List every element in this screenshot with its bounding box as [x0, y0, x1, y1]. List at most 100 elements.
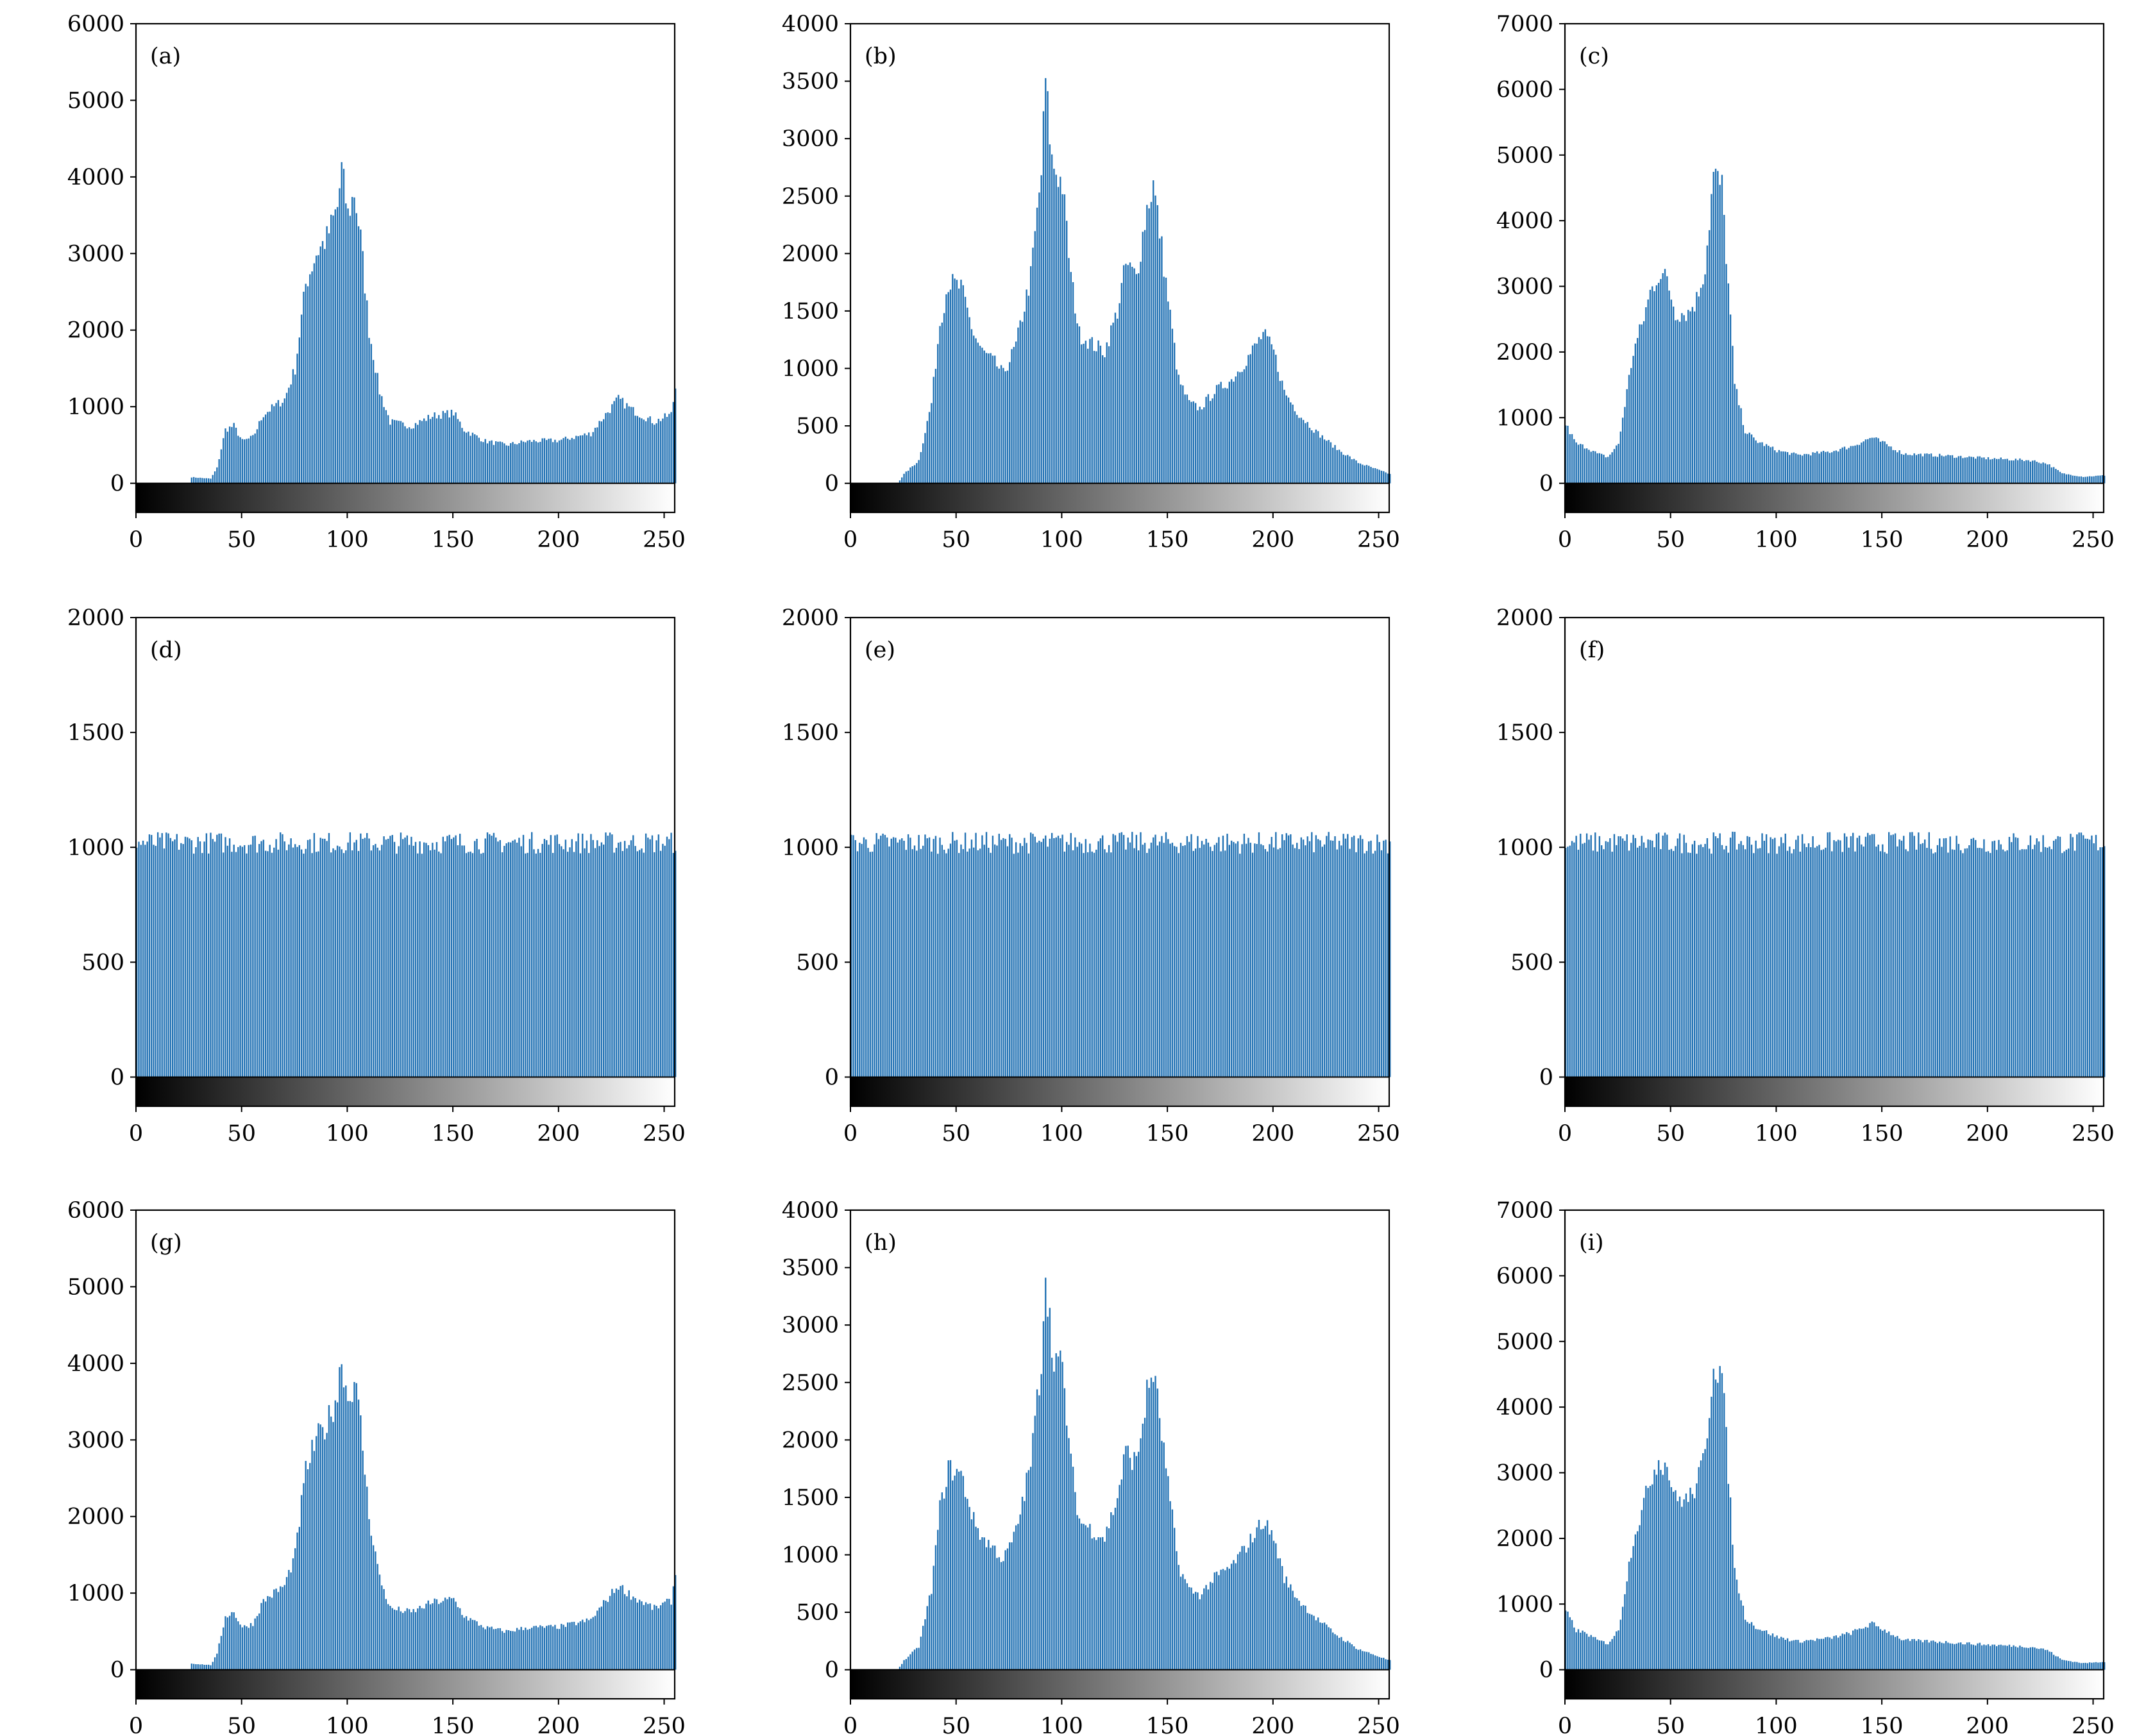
histogram-bar — [981, 1537, 983, 1670]
histogram-bar — [564, 436, 567, 484]
histogram-bar — [1070, 272, 1072, 484]
histogram-bar — [332, 848, 334, 1077]
histogram-bar — [916, 850, 918, 1077]
histogram-bar — [1714, 1379, 1717, 1670]
histogram-bar — [482, 442, 484, 484]
y-tick-label: 6000 — [1496, 1263, 1553, 1289]
histogram-bar — [1736, 849, 1738, 1077]
x-tick-label: 250 — [1357, 1714, 1400, 1736]
histogram-bar — [429, 419, 432, 484]
histogram-bar — [347, 1401, 349, 1670]
histogram-bar — [2008, 837, 2011, 1077]
histogram-bar — [1163, 843, 1165, 1077]
histogram-bar — [501, 1631, 503, 1670]
histogram-bar — [1709, 848, 1711, 1077]
histogram-bar — [264, 414, 267, 484]
x-tick-label: 50 — [1656, 1121, 1685, 1147]
histogram-bar — [1215, 1571, 1218, 1670]
histogram-bar — [1657, 832, 1660, 1077]
histogram-bar — [364, 838, 366, 1077]
histogram-bar — [1302, 419, 1305, 484]
histogram-bar — [1573, 1627, 1575, 1670]
histogram-bar — [582, 1619, 584, 1670]
histogram-bar — [1249, 1533, 1251, 1670]
histogram-bar — [1156, 205, 1159, 484]
histogram-bar — [375, 373, 376, 484]
histogram-bar — [1934, 852, 1936, 1077]
histogram-bar — [630, 840, 632, 1077]
histogram-bar — [1093, 1537, 1095, 1670]
histogram-bar — [1086, 348, 1089, 484]
histogram-bar — [465, 1616, 468, 1670]
y-tick-label: 1500 — [782, 299, 839, 324]
histogram-bar — [2038, 841, 2040, 1077]
histogram-bar — [459, 834, 461, 1077]
panel-label: (f) — [1579, 637, 1605, 663]
histogram-bar — [992, 1545, 994, 1670]
histogram-bar — [573, 852, 575, 1077]
histogram-bar — [911, 1651, 913, 1670]
histogram-bar — [1222, 1569, 1224, 1670]
histogram-bar — [1789, 1641, 1791, 1670]
histogram-bar — [355, 839, 357, 1077]
histogram-bar — [435, 1599, 438, 1670]
histogram-bar — [2086, 476, 2089, 484]
histogram-bar — [429, 1604, 432, 1670]
histogram-bar — [899, 1666, 901, 1670]
histogram-bar — [850, 834, 852, 1077]
histogram-bar — [1190, 401, 1192, 484]
histogram-bar — [1750, 434, 1753, 484]
histogram-bar — [1125, 264, 1127, 484]
histogram-bar — [590, 436, 592, 484]
histogram-bar — [1966, 1642, 1968, 1670]
histogram-bar — [567, 852, 569, 1077]
histogram-bar — [1879, 1629, 1882, 1670]
histogram-bar — [1771, 839, 1774, 1077]
histogram-bar — [918, 460, 920, 484]
histogram-bar — [1294, 411, 1296, 484]
histogram-bar — [575, 1625, 577, 1670]
histogram-bar — [558, 1629, 561, 1670]
histogram-bar — [1565, 425, 1567, 484]
histogram-bar — [1146, 852, 1148, 1077]
histogram-bar — [1793, 849, 1795, 1077]
histogram-bar — [1954, 457, 1956, 484]
histogram-bar — [444, 841, 446, 1077]
histogram-bar — [389, 1606, 391, 1670]
histogram-bar — [1746, 836, 1748, 1077]
histogram-bar — [981, 835, 983, 1077]
histogram-bar — [1027, 1470, 1030, 1670]
histogram-bar — [142, 840, 144, 1077]
histogram-bar — [1218, 384, 1220, 484]
histogram-bar — [569, 439, 571, 484]
histogram-bar — [1089, 1524, 1091, 1670]
histogram-bar — [334, 1400, 337, 1670]
histogram-bar — [1670, 1487, 1673, 1670]
histogram-bar — [2023, 849, 2025, 1077]
histogram-bar — [2072, 1662, 2074, 1670]
histogram-bar — [360, 1415, 362, 1670]
histogram-bar — [1993, 1644, 1996, 1670]
histogram-bar — [1049, 144, 1051, 484]
histogram-bar — [945, 294, 947, 484]
histogram-bar — [2015, 1646, 2017, 1670]
histogram-bar — [2095, 475, 2097, 484]
histogram-bar — [662, 1603, 664, 1670]
histogram-bar — [334, 850, 337, 1077]
histogram-bar — [1784, 833, 1786, 1077]
histogram-bar — [1757, 442, 1759, 484]
histogram-bar — [1998, 459, 2000, 484]
histogram-bar — [1078, 1518, 1081, 1670]
histogram-bar — [1778, 450, 1780, 484]
histogram-bar — [928, 837, 931, 1077]
histogram-bar — [1340, 1637, 1342, 1670]
histogram-bar — [607, 836, 609, 1077]
histogram-bar — [313, 1451, 316, 1670]
axes-frame — [1564, 22, 2105, 514]
histogram-bar — [262, 839, 265, 1077]
histogram-bar — [1711, 1396, 1712, 1670]
histogram-bar — [355, 1383, 357, 1670]
histogram-bar — [1083, 343, 1085, 484]
